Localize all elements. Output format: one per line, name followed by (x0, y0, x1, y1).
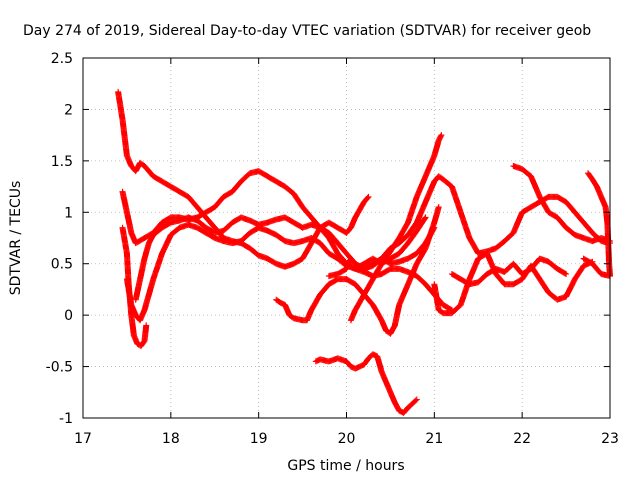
x-axis-label: GPS time / hours (287, 458, 404, 474)
data-point (421, 215, 428, 222)
data-point (365, 193, 372, 200)
x-tick-label: 18 (162, 431, 180, 447)
axis-ticks (82, 57, 611, 419)
data-point (563, 271, 570, 277)
data-point (422, 214, 429, 221)
grid-lines (83, 58, 610, 418)
data-point (562, 270, 568, 277)
series-trace-7 (312, 351, 420, 416)
series-trace-6 (273, 204, 442, 337)
data-point (412, 397, 419, 404)
y-tick-label: -1 (59, 411, 73, 427)
series-trace-10 (431, 250, 596, 317)
series-trace-3 (132, 173, 613, 303)
y-tick-label: 2.5 (51, 51, 73, 67)
y-tick-label: 2 (64, 102, 73, 118)
y-tick-labels: -1 -0.5 0 0.5 1 1.5 2 2.5 (46, 51, 73, 427)
x-tick-labels: 17 18 19 20 21 22 23 (74, 431, 619, 447)
x-tick-label: 19 (250, 431, 268, 447)
series-trace-9 (347, 132, 445, 324)
x-tick-label: 22 (513, 431, 531, 447)
data-point (431, 224, 438, 231)
data-point (143, 322, 150, 329)
series-trace-1 (115, 88, 372, 270)
x-tick-label: 20 (338, 431, 356, 447)
series-trace-5 (119, 224, 150, 349)
data-series (115, 88, 613, 416)
x-tick-label: 21 (425, 431, 443, 447)
y-tick-label: 1 (64, 205, 73, 221)
data-point (580, 255, 587, 262)
data-point (364, 194, 371, 201)
y-tick-label: -0.5 (46, 360, 73, 376)
data-point (437, 133, 444, 140)
data-point (581, 256, 588, 263)
x-tick-label: 23 (601, 431, 619, 447)
y-tick-label: 1.5 (51, 154, 73, 170)
data-point (430, 225, 437, 232)
chart-title: Day 274 of 2019, Sidereal Day-to-day VTE… (23, 23, 591, 39)
series-trace-11 (448, 255, 570, 288)
y-tick-label: 0 (64, 308, 73, 324)
data-point (438, 132, 445, 139)
x-tick-label: 17 (74, 431, 92, 447)
y-axis-label: SDTVAR / TECUs (8, 181, 24, 296)
series-trace-12 (510, 163, 613, 245)
y-tick-label: 0.5 (51, 257, 73, 273)
data-point (435, 204, 442, 211)
data-point (413, 396, 420, 403)
